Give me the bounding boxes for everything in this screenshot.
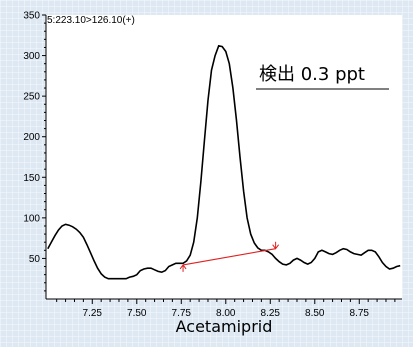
compound-title: Acetamiprid [176,317,273,336]
y-tick-label: 300 [23,51,40,62]
y-tick-label: 200 [23,132,40,143]
baseline-segment [182,248,276,266]
baseline-marker [272,241,280,250]
plot-area [46,15,402,299]
x-tick-label: 8.25 [261,308,281,319]
y-tick-label: 150 [23,173,40,184]
transition-label: 5:223.10>126.10(+) [47,15,135,26]
y-tick-label: 100 [23,213,40,224]
x-tick-label: 7.75 [172,308,192,319]
x-tick-label: 7.25 [83,308,103,319]
y-tick-label: 250 [23,92,40,103]
x-tick-label: 8.00 [216,308,236,319]
y-tick-label: 50 [29,254,41,265]
x-tick-label: 8.75 [350,308,370,319]
chromatogram-trace [47,44,401,280]
x-tick-labels: 7.25 7.50 7.75 8.00 8.25 8.50 8.75 [83,308,370,319]
detection-annotation: 検出 0.3 ppt [259,64,365,85]
baseline-markers [179,241,280,272]
x-tick-label: 7.50 [127,308,147,319]
x-tick-label: 8.50 [305,308,325,319]
y-tick-label: 350 [23,11,40,22]
baseline-marker [179,264,187,272]
y-tick-labels: 50 100 150 200 250 300 350 [23,11,40,265]
